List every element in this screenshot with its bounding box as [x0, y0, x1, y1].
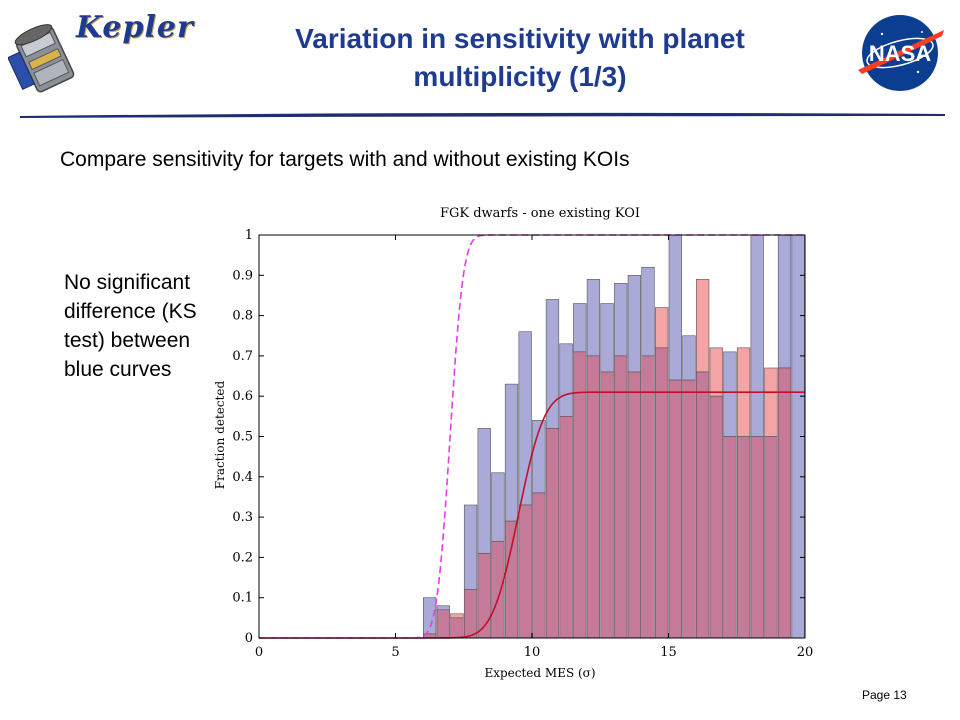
bar-upper-24 — [750, 234, 764, 437]
bar-upper-1 — [436, 605, 450, 611]
bar-upper-16 — [641, 266, 655, 357]
bar-overlap-6 — [504, 520, 519, 639]
x-tick-label-3: 15 — [660, 645, 677, 660]
bar-overlap-16 — [641, 355, 655, 639]
bar-upper-3 — [463, 504, 478, 590]
bar-upper-18 — [668, 234, 682, 381]
page-number: Page 13 — [862, 688, 907, 702]
y-tick-label-7: 0.7 — [232, 349, 253, 364]
bar-upper-2 — [450, 613, 464, 619]
bar-overlap-7 — [518, 504, 532, 639]
bar-overlap-12 — [586, 355, 601, 639]
bar-upper-11 — [573, 303, 587, 353]
bar-overlap-19 — [682, 379, 696, 639]
bar-overlap-15 — [627, 371, 641, 639]
bar-upper-14 — [614, 283, 628, 357]
x-tick-label-1: 5 — [391, 645, 399, 660]
y-tick-label-8: 0.8 — [232, 309, 253, 324]
bar-upper-4 — [477, 428, 491, 554]
bar-upper-20 — [695, 279, 710, 373]
bar-overlap-20 — [695, 371, 710, 639]
bar-overlap-11 — [573, 351, 587, 639]
bar-overlap-17 — [655, 347, 669, 639]
bar-overlap-5 — [491, 540, 505, 639]
y-tick-label-2: 0.2 — [232, 550, 253, 565]
kepler-logo — [8, 24, 75, 93]
plot-frame — [258, 234, 806, 639]
bar-overlap-24 — [750, 436, 764, 639]
bar-overlap-9 — [545, 428, 560, 639]
y-tick-label-3: 0.3 — [232, 510, 253, 525]
chart-title: FGK dwarfs - one existing KOI — [440, 206, 640, 221]
y-tick-label-9: 0.9 — [232, 268, 253, 283]
slide-title: Variation in sensitivity with planet mul… — [295, 23, 745, 92]
bar-overlap-21 — [709, 395, 723, 639]
bar-overlap-8 — [532, 492, 546, 639]
bar-overlap-26 — [777, 367, 792, 639]
side-note: No significant difference (KS test) betw… — [64, 271, 197, 381]
bar-upper-5 — [491, 472, 505, 542]
nasa-logo: NASA — [858, 15, 944, 91]
bar-overlap-22 — [723, 436, 737, 639]
bar-upper-26 — [777, 234, 792, 369]
slide-subtitle: Compare sensitivity for targets with and… — [60, 148, 630, 171]
bar-upper-22 — [723, 351, 737, 437]
y-tick-label-1: 0.1 — [232, 591, 253, 606]
y-tick-label-0: 0 — [245, 631, 253, 646]
title-divider — [20, 112, 945, 118]
x-tick-label-0: 0 — [255, 645, 263, 660]
y-tick-label-5: 0.5 — [232, 430, 253, 445]
bar-overlap-13 — [600, 371, 614, 639]
plot-border — [258, 234, 806, 639]
x-tick-label-2: 10 — [524, 645, 541, 660]
x-tick-label-4: 20 — [797, 645, 814, 660]
bar-overlap-2 — [450, 617, 464, 639]
bar-overlap-10 — [559, 416, 573, 639]
bar-upper-21 — [709, 347, 723, 397]
bar-overlap-14 — [614, 355, 628, 639]
x-axis-label: Expected MES (σ) — [484, 666, 595, 680]
bar-upper-19 — [682, 335, 696, 381]
kepler-wordmark: Kepler — [76, 10, 194, 45]
bar-upper-7 — [518, 331, 532, 506]
bar-upper-6 — [504, 383, 519, 522]
bar-upper-17 — [655, 307, 669, 349]
y-tick-label-10: 1 — [245, 228, 253, 243]
y-axis-label: Fraction detected — [213, 380, 227, 489]
bar-overlap-18 — [668, 379, 682, 639]
detection-fraction-chart: FGK dwarfs - one existing KOI 0 0.1 0.2 0.3… — [213, 206, 813, 680]
y-tick-label-4: 0.4 — [232, 470, 253, 485]
bar-overlap-25 — [764, 436, 778, 639]
plot-area: 00.10.20.30.40.50.60.70.80.910 5 10 15 20 — [232, 228, 813, 660]
bar-upper-13 — [600, 303, 614, 373]
bar-upper-25 — [764, 367, 778, 437]
nasa-wordmark: NASA — [869, 41, 931, 66]
bar-overlap-3 — [463, 589, 478, 639]
bar-overlap-23 — [736, 436, 751, 639]
bar-upper-15 — [627, 275, 641, 373]
bar-upper-10 — [559, 343, 573, 417]
y-tick-label-6: 0.6 — [232, 389, 253, 404]
bar-upper-12 — [586, 279, 601, 357]
bar-overlap-1 — [436, 609, 450, 639]
